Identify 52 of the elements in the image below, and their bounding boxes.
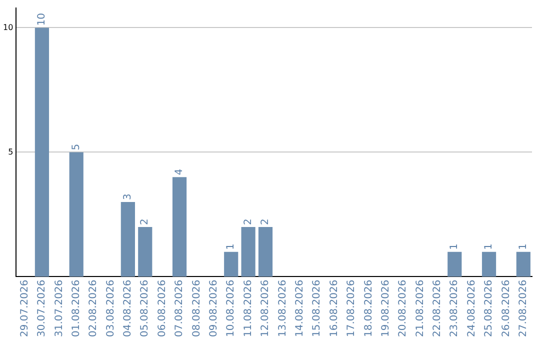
x-tick-label: 25.08.2026: [484, 280, 495, 338]
x-tick-label: 24.08.2026: [466, 280, 478, 338]
x-tick-label: 03.08.2026: [105, 280, 116, 338]
data-label: 1: [518, 243, 529, 250]
x-tick-label: 11.08.2026: [242, 280, 254, 338]
x-tick-label: 19.08.2026: [380, 280, 392, 338]
x-tick-label: 16.08.2026: [328, 280, 340, 338]
data-label: 4: [174, 168, 186, 176]
data-label: 1: [226, 243, 237, 250]
bar: [516, 252, 530, 277]
data-label: 5: [70, 144, 82, 150]
bar: [224, 252, 238, 277]
x-tick-label: 22.08.2026: [432, 280, 444, 338]
x-tick-label: 30.07.2026: [36, 280, 48, 338]
x-tick-label: 09.08.2026: [208, 280, 220, 338]
data-label: 3: [122, 194, 134, 200]
x-tick-label: 20.08.2026: [398, 280, 409, 338]
x-tick-label: 17.08.2026: [346, 280, 358, 338]
x-tick-label: 27.08.2026: [518, 280, 529, 338]
x-tick-label: 31.07.2026: [54, 280, 65, 338]
bar: [69, 152, 84, 277]
x-tick-label: 15.08.2026: [312, 280, 323, 338]
x-tick-label: 04.08.2026: [122, 280, 134, 338]
bar: [172, 177, 187, 277]
data-label: 2: [140, 218, 151, 225]
x-tick-label: 14.08.2026: [294, 280, 306, 338]
bar: [120, 202, 135, 277]
x-tick-label: 13.08.2026: [277, 280, 288, 338]
bar: [258, 226, 273, 277]
x-tick-label: 07.08.2026: [174, 280, 186, 338]
bar: [448, 252, 462, 277]
x-tick-label: 01.08.2026: [70, 280, 82, 338]
x-tick-label: 06.08.2026: [156, 280, 168, 338]
x-tick-label: 26.08.2026: [500, 280, 512, 338]
data-label: 10: [36, 12, 48, 26]
bar: [34, 28, 50, 277]
bar: [482, 252, 496, 277]
bar: [138, 226, 152, 277]
x-tick-label: 10.08.2026: [226, 280, 237, 338]
data-label: 1: [449, 243, 460, 250]
x-tick-label: 12.08.2026: [260, 280, 272, 338]
x-tick-label: 23.08.2026: [449, 280, 460, 338]
data-label: 2: [242, 218, 254, 225]
data-label: 2: [260, 218, 272, 225]
bar: [241, 226, 256, 277]
data-label: 1: [484, 243, 495, 250]
x-tick-label: 05.08.2026: [140, 280, 151, 338]
x-tick-label: 29.07.2026: [19, 280, 30, 338]
x-tick-label: 18.08.2026: [363, 280, 374, 338]
x-tick-label: 02.08.2026: [88, 280, 100, 338]
x-tick-label: 21.08.2026: [414, 280, 426, 338]
x-tick-label: 08.08.2026: [191, 280, 202, 338]
